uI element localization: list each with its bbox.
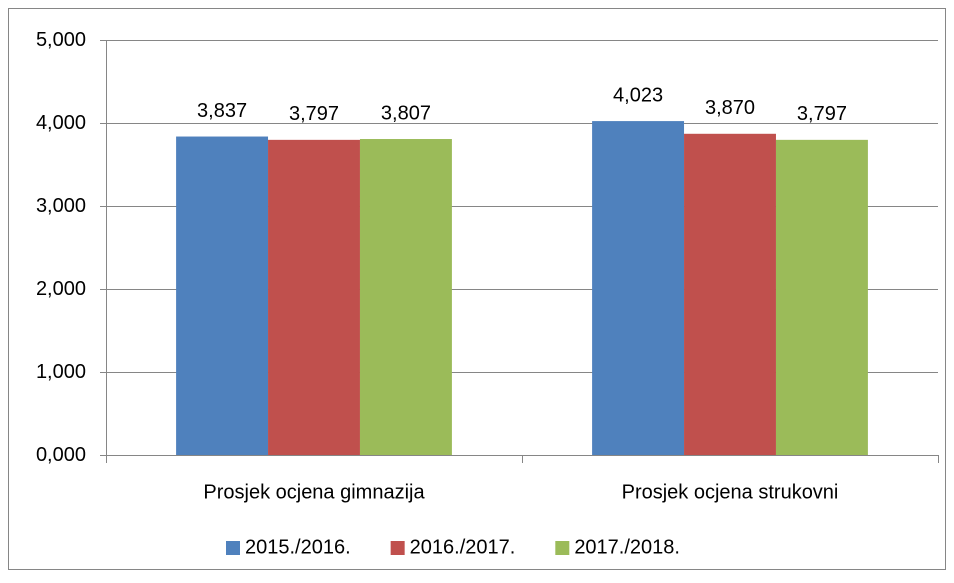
legend-swatch	[390, 541, 405, 555]
bar	[592, 121, 685, 455]
legend-label: 2015./2016.	[245, 536, 351, 558]
y-tick-label: 2,000	[36, 278, 86, 300]
bar	[176, 136, 269, 456]
data-label: 3,870	[705, 97, 755, 119]
legend-swatch	[555, 541, 570, 555]
data-label: 3,797	[797, 103, 847, 125]
y-tick-label: 1,000	[36, 361, 86, 383]
bar	[684, 133, 776, 456]
x-tick-label: Prosjek ocjena strukovni	[622, 481, 839, 503]
legend-label: 2017./2018.	[574, 536, 680, 558]
data-label: 3,807	[381, 102, 431, 124]
bar	[775, 139, 868, 455]
x-tick-label: Prosjek ocjena gimnazija	[203, 481, 425, 503]
y-tick-label: 5,000	[36, 29, 86, 51]
y-tick-label: 0,000	[36, 444, 86, 466]
legend-label: 2016./2017.	[410, 536, 516, 558]
data-label: 3,797	[289, 103, 339, 125]
legend-swatch	[226, 541, 240, 555]
bar	[268, 139, 360, 455]
y-tick-label: 4,000	[36, 112, 86, 134]
bar	[359, 139, 452, 456]
y-tick-label: 3,000	[36, 195, 86, 217]
data-label: 3,837	[197, 100, 247, 122]
data-label: 4,023	[613, 84, 663, 106]
